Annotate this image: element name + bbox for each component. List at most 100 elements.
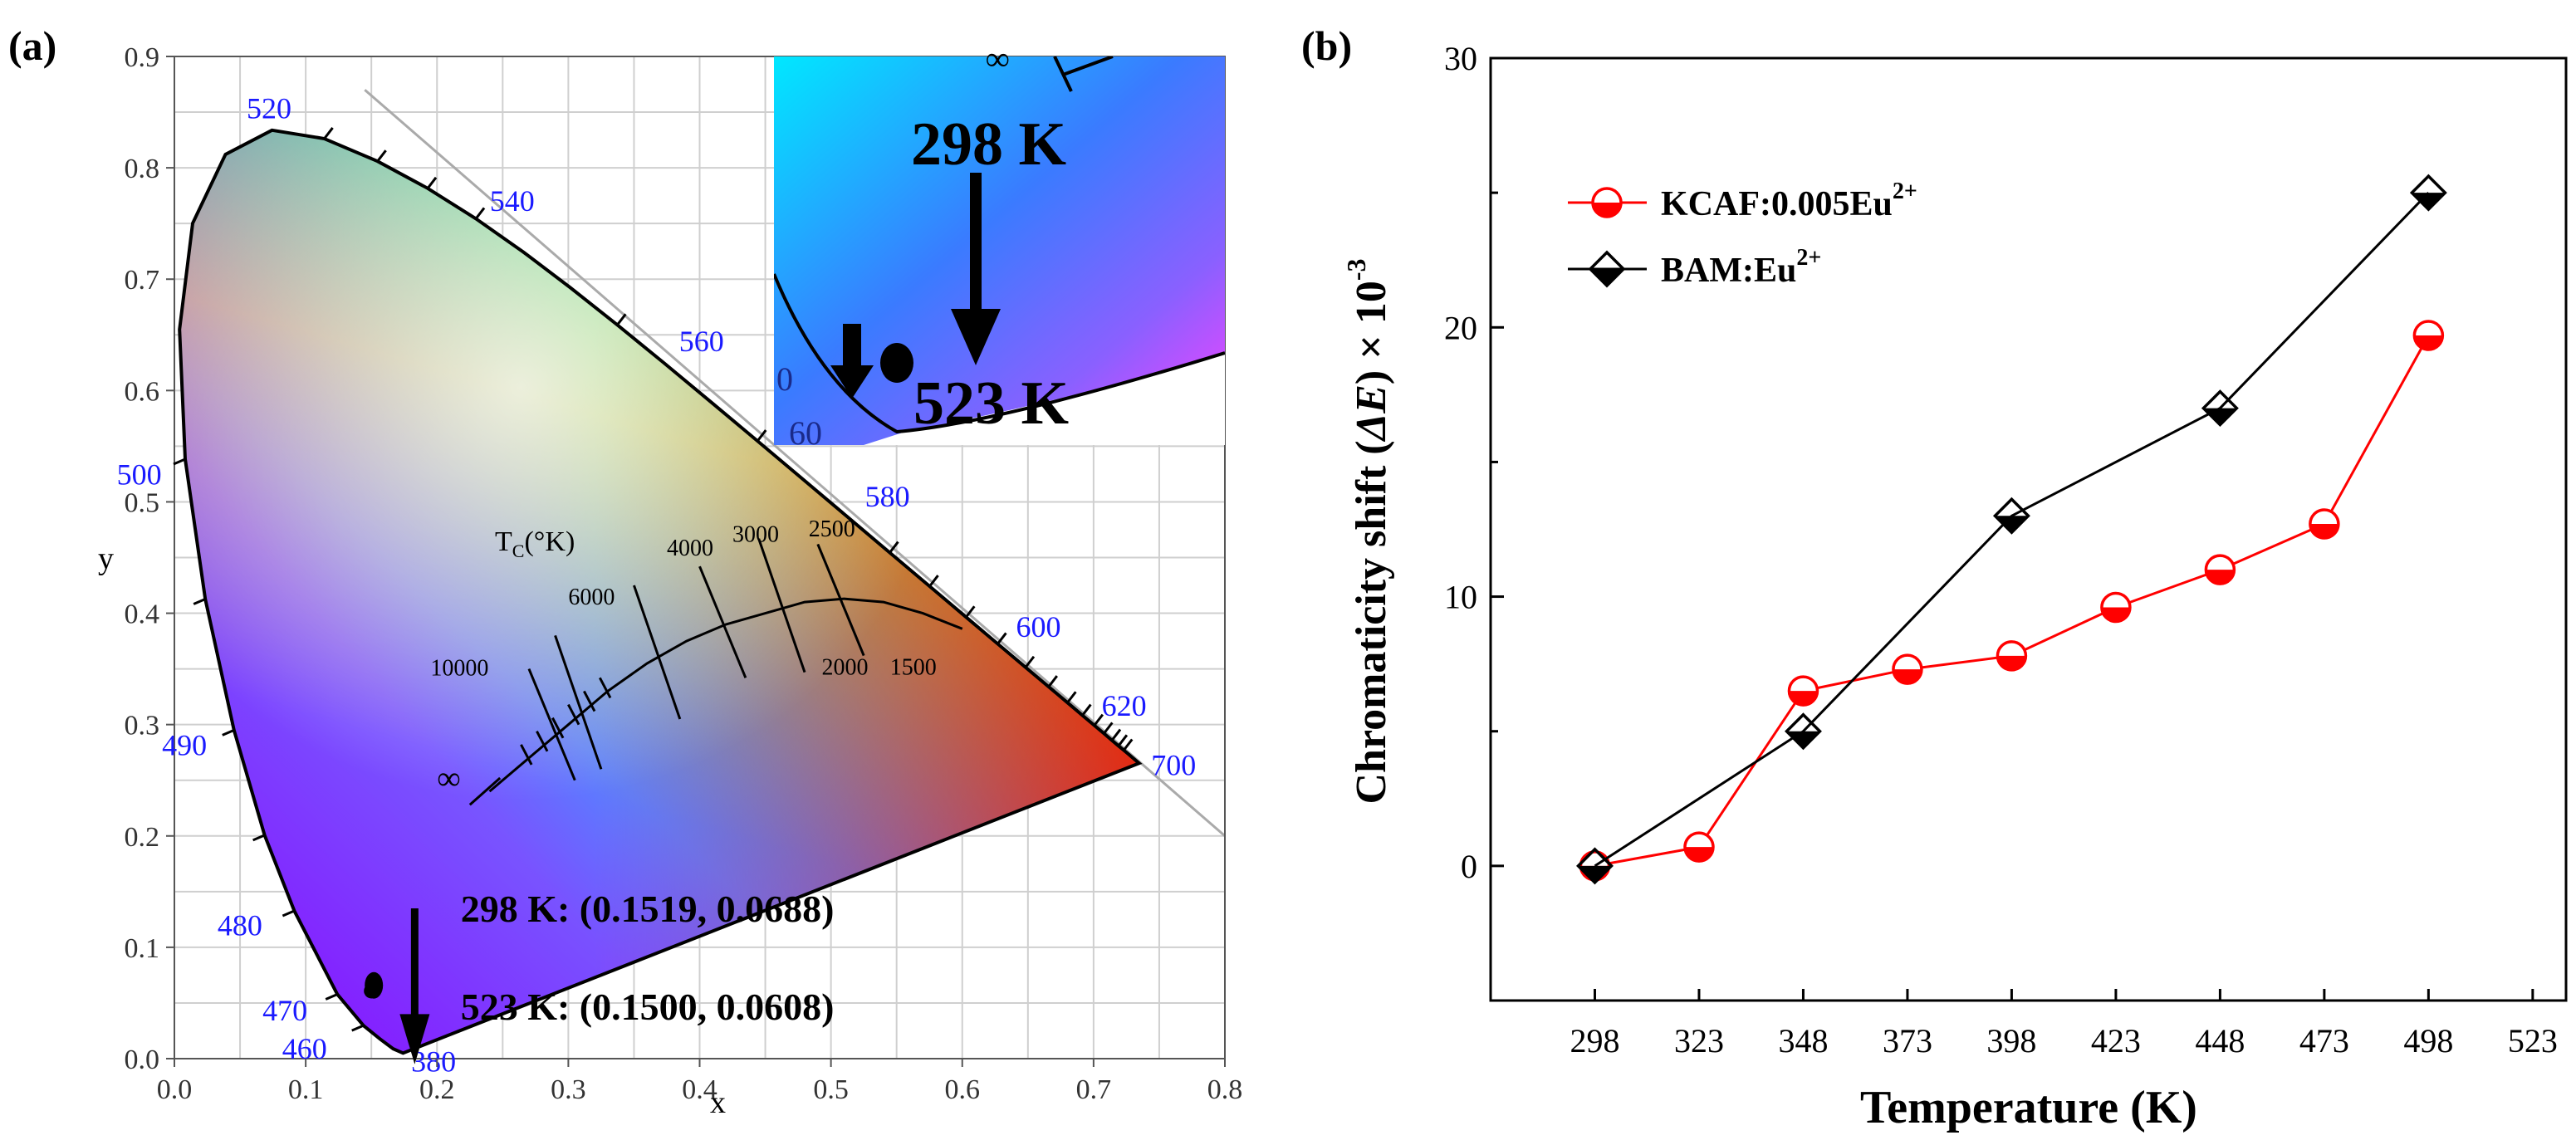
inset-planck-end xyxy=(1053,56,1114,92)
panel-b-x-tick-label: 448 xyxy=(2195,1022,2245,1059)
spectral-locus-ticks xyxy=(173,127,1134,1032)
inset-shift-arrow xyxy=(951,173,1001,365)
panel-a-y-axis-label: y xyxy=(98,541,114,576)
locus-tick xyxy=(997,632,1007,645)
locus-tick xyxy=(376,149,387,163)
panel-b-label: (b) xyxy=(1301,22,1352,69)
inset-end-label: 523 K xyxy=(913,369,1069,438)
series-bam xyxy=(1576,174,2447,885)
locus-tick xyxy=(474,207,486,220)
legend-label-main: BAM:Eu xyxy=(1661,252,1796,290)
wavelength-label-470: 470 xyxy=(262,994,307,1027)
data-point xyxy=(1784,712,1822,751)
legend-marker-outline xyxy=(1588,250,1626,288)
data-point-marker-lower-half xyxy=(2414,335,2443,350)
panel-a-x-tick-label: 0.1 xyxy=(288,1074,324,1105)
legend-label: KCAF:0.005Eu2+ xyxy=(1661,179,1917,223)
data-point xyxy=(1992,497,2030,535)
point-label-298k: 298 K: (0.1519, 0.0688) xyxy=(461,888,835,930)
locus-tick xyxy=(889,541,899,554)
data-point xyxy=(2201,389,2239,428)
cct-label: 2000 xyxy=(822,654,869,680)
panel-b-y-tick-label: 0 xyxy=(1461,848,1477,885)
locus-tick xyxy=(193,598,206,605)
cct-label: 3000 xyxy=(732,522,779,548)
zoom-inset: 0 60 ∞ 298 K 523 K xyxy=(774,40,1225,445)
planckian-endcap xyxy=(468,776,502,806)
legend-marker-lower-half xyxy=(1590,269,1623,286)
isotherm-minor-tick xyxy=(567,703,580,726)
data-point-marker-lower-half xyxy=(1997,655,2026,670)
cct-label: 2500 xyxy=(809,516,855,542)
locus-tick xyxy=(323,127,334,139)
locus-tick xyxy=(426,176,438,189)
isotherm-minor-tick xyxy=(551,717,565,739)
locus-tick xyxy=(1103,722,1114,735)
planckian-curve xyxy=(488,597,963,793)
chromaticity-point-523k xyxy=(364,983,380,999)
inset-small-arrow xyxy=(830,324,874,399)
planckian-label-sub: C xyxy=(512,541,525,561)
panel-a-y-tick-label: 0.4 xyxy=(125,599,160,630)
data-point xyxy=(1787,675,1819,707)
series-kcaf xyxy=(1579,320,2445,882)
inset-point-marker xyxy=(880,343,913,383)
wavelength-label-620: 620 xyxy=(1102,689,1147,722)
panel-a-y-tick-label: 0.7 xyxy=(125,265,160,296)
data-point-marker-lower-half xyxy=(1995,516,2029,533)
data-point xyxy=(1892,653,1923,685)
locus-tick xyxy=(1024,655,1036,668)
cct-label: ∞ xyxy=(437,759,461,796)
data-point-marker-outline xyxy=(1992,497,2030,535)
locus-tick xyxy=(1066,691,1077,704)
legend-label-superscript: 2+ xyxy=(1796,245,1821,271)
panel-a-x-tick-label: 0.2 xyxy=(419,1074,455,1105)
legend-entry-kcaf: KCAF:0.005Eu2+ xyxy=(1568,179,1917,223)
panel-b-y-axis-label-tail: ) × 10 xyxy=(1348,281,1395,384)
wavelength-label-500: 500 xyxy=(117,458,162,491)
data-point-marker-lower-half xyxy=(2309,524,2338,539)
data-point-marker-outline xyxy=(2409,174,2447,212)
locus-tick xyxy=(757,429,767,443)
panel-a-x-tick-label: 0.5 xyxy=(813,1074,849,1105)
legend-label: BAM:Eu2+ xyxy=(1661,245,1821,290)
panel-a-y-tick-label: 0.6 xyxy=(125,376,160,407)
wavelength-label-520: 520 xyxy=(247,92,291,125)
panel-b-x-tick-label: 298 xyxy=(1570,1022,1619,1059)
wavelength-label-490: 490 xyxy=(162,728,207,761)
inset-infinity-label: ∞ xyxy=(986,40,1010,77)
panel-a-x-tick-label: 0.3 xyxy=(551,1074,586,1105)
panel-a-x-tick-label: 0.7 xyxy=(1076,1074,1112,1105)
isotherm-line xyxy=(527,668,576,781)
locus-tick xyxy=(928,575,939,588)
data-point xyxy=(2409,174,2447,212)
data-point-marker-lower-half xyxy=(1578,865,1612,883)
locus-outline xyxy=(178,128,1143,1055)
locus-tick xyxy=(1110,728,1122,741)
planckian-label-rest: (°K) xyxy=(524,526,575,557)
wavelength-label-540: 540 xyxy=(490,184,535,218)
panel-b-axes: 298 323 348 373 398 423 448 473 498 523 0 10 20 30 xyxy=(1444,40,2558,1059)
panel-b-y-axis-label-symbol: ΔE xyxy=(1348,384,1395,442)
isotherm-line xyxy=(757,538,806,673)
panel-b-x-tick-label: 373 xyxy=(1883,1022,1932,1059)
legend-marker-lower-half xyxy=(1593,203,1621,217)
isotherm-minor-tick xyxy=(583,690,596,712)
data-point-marker-lower-half xyxy=(1786,731,1820,748)
panel-a-x-tick-label: 0.6 xyxy=(945,1074,981,1105)
locus-tick xyxy=(222,728,235,736)
panel-a-y-tick-label: 0.5 xyxy=(125,487,160,518)
panel-b-x-tick-label: 498 xyxy=(2403,1022,2453,1059)
panel-a-label: (a) xyxy=(8,22,56,69)
panel-a-y-tick-label: 0.3 xyxy=(125,711,160,741)
data-point-marker-outline xyxy=(1784,712,1822,751)
wavelength-label-460: 460 xyxy=(282,1032,327,1065)
data-point-marker-outline xyxy=(2201,389,2239,428)
panel-b-x-axis-label: Temperature (K) xyxy=(1860,1082,2197,1133)
wavelength-label-600: 600 xyxy=(1016,610,1060,643)
panel-b-y-tick-label: 10 xyxy=(1444,579,1477,616)
panel-a-x-tick-label: 0.8 xyxy=(1207,1074,1243,1105)
panel-b-y-axis-label-main: Chromaticity shift ( xyxy=(1348,440,1395,804)
